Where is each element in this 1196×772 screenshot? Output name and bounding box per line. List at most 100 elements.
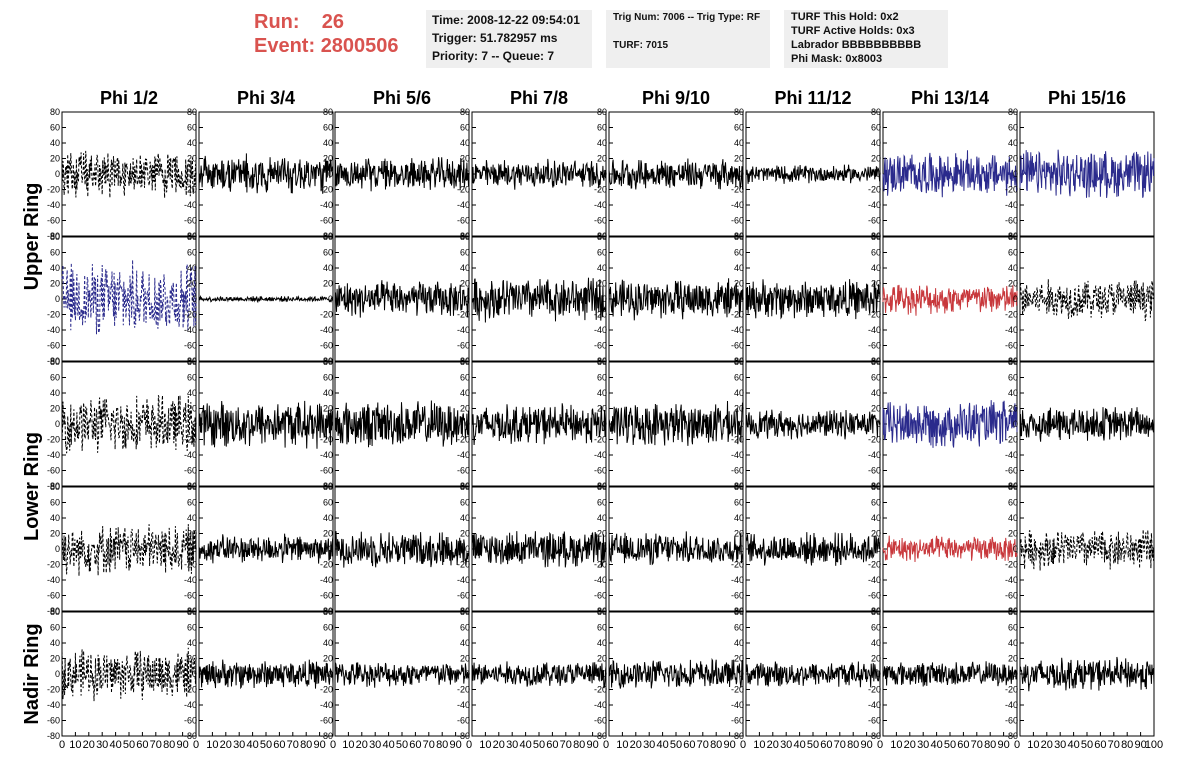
y-tick-label: -20 — [320, 560, 333, 570]
waveform-trace — [61, 259, 197, 335]
x-tick-label: 60 — [820, 739, 832, 751]
y-tick-label: 0 — [465, 419, 470, 429]
waveform-trace — [745, 532, 881, 566]
y-tick-label: 20 — [187, 154, 197, 164]
y-tick-label: 60 — [50, 123, 60, 133]
x-tick-label: 40 — [793, 739, 805, 751]
panel-r3-c6: 80 60 40 20 0 -20 -40 -60 -80 — [731, 357, 881, 491]
y-tick-label: 40 — [871, 388, 881, 398]
x-tick-label: 20 — [630, 739, 642, 751]
y-tick-label: 80 — [323, 232, 333, 242]
y-tick-label: 20 — [734, 279, 744, 289]
y-tick-label: -20 — [594, 185, 607, 195]
y-tick-label: 40 — [323, 638, 333, 648]
y-tick-label: -60 — [594, 466, 607, 476]
waveform-trace — [882, 535, 1018, 563]
y-tick-label: -20 — [184, 310, 197, 320]
y-tick-label: 80 — [597, 482, 607, 492]
trig-num-text: Trig Num: 7006 -- Trig Type: RF — [613, 12, 761, 23]
y-tick-label: 80 — [187, 482, 197, 492]
y-tick-label: 0 — [465, 294, 470, 304]
y-tick-label: 20 — [50, 654, 60, 664]
panel-r4-c4: 80 60 40 20 0 -20 -40 -60 -80 — [457, 482, 607, 616]
y-tick-label: 80 — [871, 482, 881, 492]
y-tick-label: 80 — [871, 232, 881, 242]
event-label: Event: — [254, 35, 316, 57]
x-tick-label: 20 — [1041, 739, 1053, 751]
y-tick-label: 40 — [187, 138, 197, 148]
y-tick-label: -60 — [47, 216, 60, 226]
x-tick-label: 70 — [1108, 739, 1120, 751]
panel-r4-c3: 80 60 40 20 0 -20 -40 -60 -80 — [320, 482, 470, 616]
y-tick-label: 80 — [734, 232, 744, 242]
panel-r4-c5: 80 60 40 20 0 -20 -40 -60 -80 — [594, 482, 744, 616]
x-tick-label: 50 — [123, 739, 135, 751]
y-tick-label: 20 — [1008, 654, 1018, 664]
panel-r1-c6: 80 60 40 20 0 -20 -40 -60 -80 — [731, 107, 881, 241]
y-tick-label: 20 — [871, 279, 881, 289]
y-tick-label: 20 — [734, 154, 744, 164]
y-tick-label: -60 — [320, 591, 333, 601]
y-tick-label: -40 — [184, 575, 197, 585]
y-tick-label: -40 — [594, 450, 607, 460]
y-tick-label: -20 — [457, 310, 470, 320]
y-tick-label: -20 — [47, 310, 60, 320]
waveform-trace — [608, 531, 744, 566]
y-tick-label: 0 — [328, 419, 333, 429]
trigger-text: Trigger: 51.782957 ms — [432, 31, 558, 45]
panel-r2-c5: 80 60 40 20 0 -20 -40 -60 -80 — [594, 232, 744, 366]
y-tick-label: 40 — [50, 388, 60, 398]
y-tick-label: -80 — [594, 731, 607, 741]
x-tick-label: 50 — [944, 739, 956, 751]
panel-r3-c3: 80 60 40 20 0 -20 -40 -60 -80 — [320, 357, 470, 491]
y-tick-label: 0 — [876, 669, 881, 679]
y-tick-label: 20 — [50, 154, 60, 164]
y-tick-label: -40 — [868, 700, 881, 710]
y-tick-label: -40 — [457, 575, 470, 585]
y-tick-label: -40 — [1005, 325, 1018, 335]
turf-active-text: TURF Active Holds: 0x3 — [791, 25, 915, 37]
y-tick-label: 40 — [323, 263, 333, 273]
waveform-trace — [61, 395, 197, 454]
y-tick-label: -40 — [47, 700, 60, 710]
y-tick-label: -80 — [1005, 606, 1018, 616]
y-tick-label: -60 — [731, 466, 744, 476]
panel-r5-c6: 80 60 40 20 0 -20 -40 -60 -80 — [731, 607, 881, 741]
y-tick-label: 0 — [55, 419, 60, 429]
y-tick-label: -20 — [868, 560, 881, 570]
waveform-trace — [1019, 149, 1155, 198]
y-tick-label: -60 — [47, 591, 60, 601]
y-tick-label: 20 — [323, 279, 333, 289]
x-tick-label: 10 — [342, 739, 354, 751]
y-tick-label: -80 — [47, 481, 60, 491]
y-tick-label: -40 — [731, 700, 744, 710]
y-tick-label: 60 — [871, 373, 881, 383]
y-tick-label: -40 — [320, 450, 333, 460]
y-tick-label: -80 — [457, 481, 470, 491]
y-tick-label: -40 — [320, 700, 333, 710]
y-tick-label: 20 — [871, 529, 881, 539]
y-tick-label: -20 — [47, 560, 60, 570]
y-tick-label: 0 — [602, 669, 607, 679]
waveform-trace — [1019, 279, 1155, 322]
y-tick-label: -60 — [1005, 341, 1018, 351]
x-tick-label: 0 — [466, 739, 472, 751]
y-tick-label: 80 — [187, 607, 197, 617]
y-tick-label: 60 — [1008, 248, 1018, 258]
y-tick-label: 20 — [734, 529, 744, 539]
y-tick-label: 40 — [734, 388, 744, 398]
y-tick-label: 60 — [460, 123, 470, 133]
y-tick-label: 60 — [323, 498, 333, 508]
y-tick-label: -20 — [184, 435, 197, 445]
y-tick-label: 60 — [460, 498, 470, 508]
y-tick-label: 80 — [323, 107, 333, 117]
y-tick-label: 80 — [187, 357, 197, 367]
waveform-trace — [1019, 529, 1155, 571]
y-tick-label: 0 — [876, 544, 881, 554]
y-tick-label: 80 — [597, 232, 607, 242]
x-tick-label: 70 — [697, 739, 709, 751]
labrador-text: Labrador BBBBBBBBBB — [791, 39, 922, 51]
x-tick-label: 40 — [246, 739, 258, 751]
y-tick-label: 80 — [460, 357, 470, 367]
